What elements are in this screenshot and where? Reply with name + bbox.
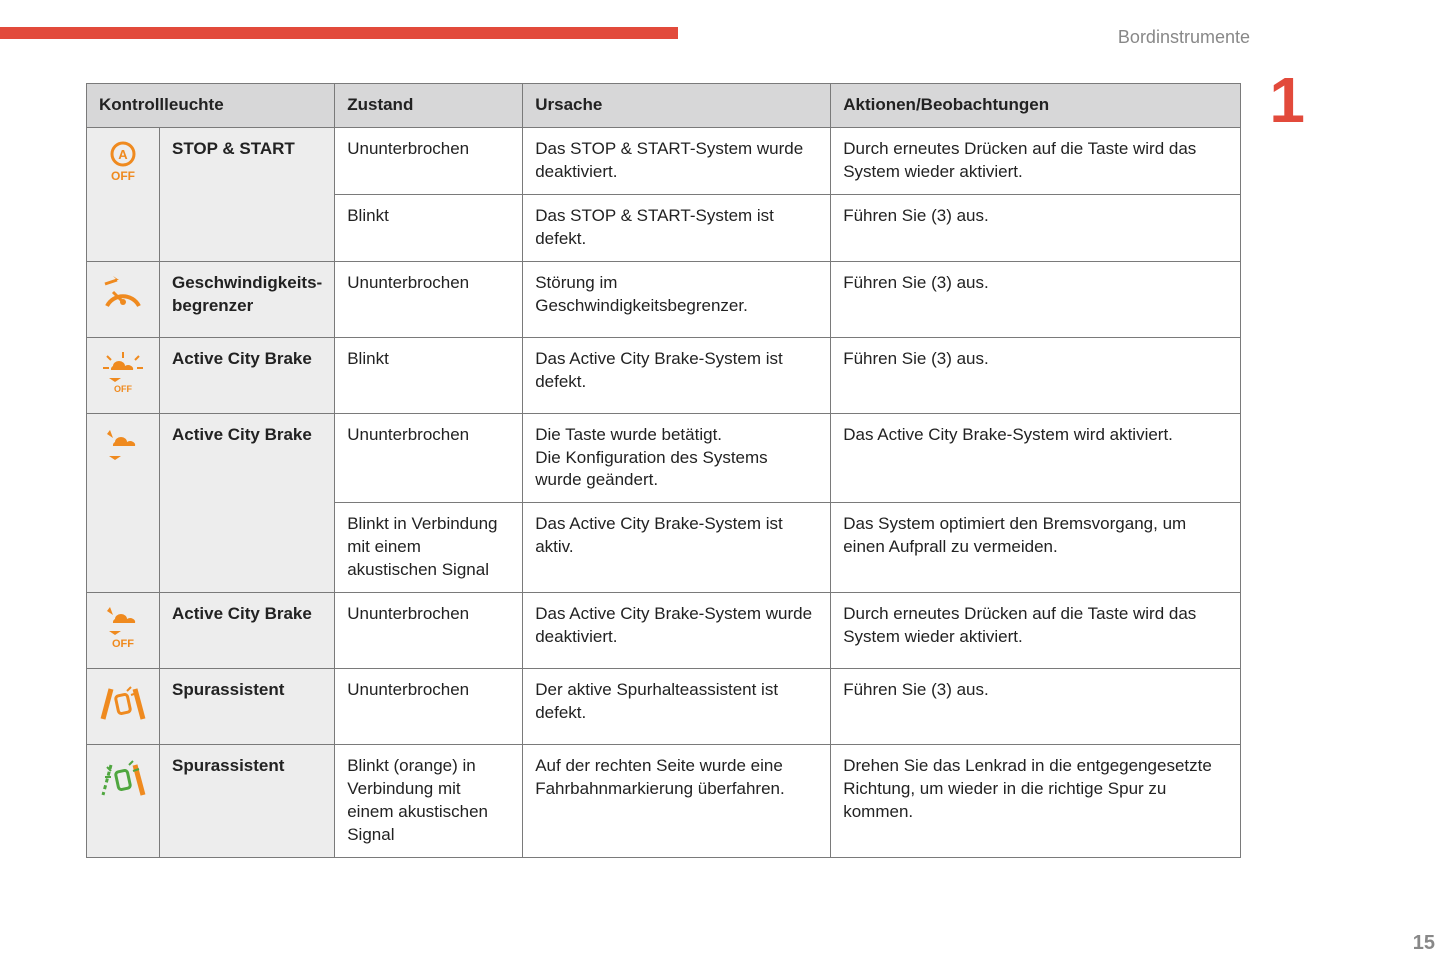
cause-cell: Das STOP & START-System ist defekt. [523, 194, 831, 261]
action-cell: Führen Sie (3) aus. [831, 261, 1241, 337]
action-cell: Durch erneutes Drücken auf die Taste wir… [831, 127, 1241, 194]
col-header-kontrollleuchte: Kontrollleuchte [87, 84, 335, 128]
cause-cell: Störung im Geschwindigkeitsbegrenzer. [523, 261, 831, 337]
col-header-aktionen: Aktionen/Beobachtungen [831, 84, 1241, 128]
table-row: Active City BrakeUnunterbrochenDie Taste… [87, 413, 1241, 503]
cause-cell: Das Active City Brake-System wurde deakt… [523, 593, 831, 669]
action-cell: Führen Sie (3) aus. [831, 337, 1241, 413]
action-cell: Das Active City Brake-System wird aktivi… [831, 413, 1241, 503]
cause-cell: Das STOP & START-System wurde deaktivier… [523, 127, 831, 194]
warning-name: Active City Brake [160, 337, 335, 413]
lane-assist-icon [87, 669, 160, 745]
svg-text:A: A [118, 147, 128, 162]
state-cell: Blinkt (orange) in Verbindung mit einem … [335, 745, 523, 858]
svg-text:OFF: OFF [111, 169, 135, 183]
acb-off-rays-icon: OFF [87, 337, 160, 413]
table-row: SpurassistentUnunterbrochenDer aktive Sp… [87, 669, 1241, 745]
table-header-row: Kontrollleuchte Zustand Ursache Aktionen… [87, 84, 1241, 128]
table-row: SpurassistentBlinkt (orange) in Verbindu… [87, 745, 1241, 858]
section-label: Bordinstrumente [1118, 27, 1250, 48]
action-cell: Führen Sie (3) aus. [831, 194, 1241, 261]
table-row: OFF Active City BrakeBlinktDas Active Ci… [87, 337, 1241, 413]
cause-cell: Auf der rechten Seite wurde eine Fahrbah… [523, 745, 831, 858]
svg-text:OFF: OFF [114, 384, 132, 394]
warning-name: STOP & START [160, 127, 335, 261]
action-cell: Drehen Sie das Lenkrad in die entgegenge… [831, 745, 1241, 858]
cause-cell: Das Active City Brake-System ist defekt. [523, 337, 831, 413]
cause-cell: Das Active City Brake-System ist aktiv. [523, 503, 831, 593]
warning-name: Active City Brake [160, 593, 335, 669]
accent-bar [0, 27, 678, 39]
stop-start-off-icon: A OFF [87, 127, 160, 261]
action-cell: Durch erneutes Drücken auf die Taste wir… [831, 593, 1241, 669]
warning-lights-table: Kontrollleuchte Zustand Ursache Aktionen… [86, 83, 1241, 858]
table-body: A OFF STOP & STARTUnunterbrochenDas STOP… [87, 127, 1241, 857]
acb-off-icon: OFF [87, 593, 160, 669]
page-number: 15 [1413, 932, 1435, 955]
acb-on-icon [87, 413, 160, 593]
svg-text:OFF: OFF [112, 638, 134, 650]
warning-name: Spurassistent [160, 669, 335, 745]
state-cell: Ununterbrochen [335, 593, 523, 669]
cause-cell: Die Taste wurde betätigt.Die Konfigurati… [523, 413, 831, 503]
table-row: A OFF STOP & STARTUnunterbrochenDas STOP… [87, 127, 1241, 194]
action-cell: Das System optimiert den Bremsvorgang, u… [831, 503, 1241, 593]
state-cell: Ununterbrochen [335, 669, 523, 745]
state-cell: Ununterbrochen [335, 261, 523, 337]
warning-name: Geschwindigkeits­begrenzer [160, 261, 335, 337]
col-header-ursache: Ursache [523, 84, 831, 128]
col-header-zustand: Zustand [335, 84, 523, 128]
chapter-number: 1 [1269, 72, 1305, 130]
state-cell: Blinkt [335, 194, 523, 261]
cause-cell: Der aktive Spurhalteassistent ist defekt… [523, 669, 831, 745]
table-row: OFF Active City BrakeUnunterbrochenDas A… [87, 593, 1241, 669]
action-cell: Führen Sie (3) aus. [831, 669, 1241, 745]
speed-limiter-icon [87, 261, 160, 337]
warning-name: Spurassistent [160, 745, 335, 858]
state-cell: Ununterbrochen [335, 413, 523, 503]
state-cell: Blinkt [335, 337, 523, 413]
state-cell: Ununterbrochen [335, 127, 523, 194]
table-row: Geschwindigkeits­begrenzerUnunterbrochen… [87, 261, 1241, 337]
warning-name: Active City Brake [160, 413, 335, 593]
lane-assist-green-icon [87, 745, 160, 858]
state-cell: Blinkt in Verbindung mit einem akustisch… [335, 503, 523, 593]
